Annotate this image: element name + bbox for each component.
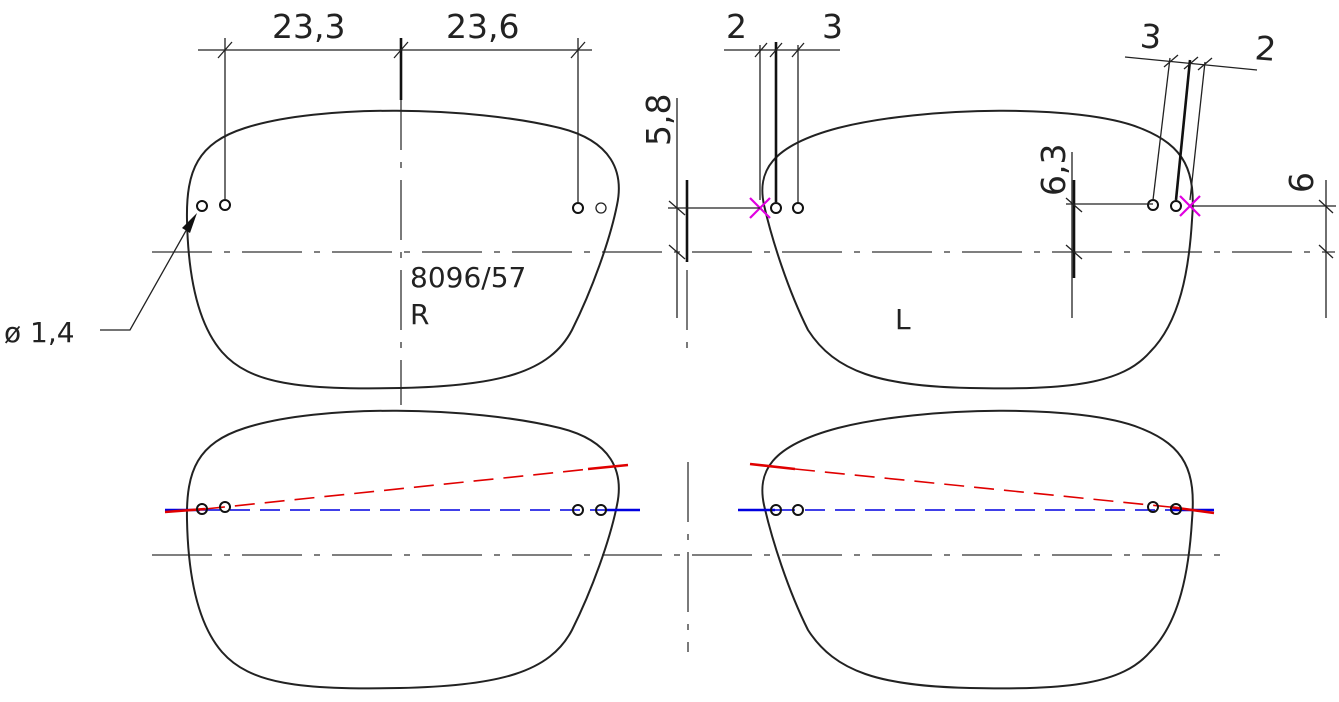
dim-2-temporal: 2	[1253, 28, 1277, 69]
hole-left-nasal-outer	[792, 202, 804, 214]
hole-left-nasal-inner	[770, 202, 782, 214]
dim-23-6: 23,6	[446, 7, 519, 46]
dimension-lines-temporal-height	[1065, 152, 1153, 318]
hole-left-nasal-outer-bottom	[792, 504, 804, 516]
dimension-lines-left-temporal	[1124, 54, 1258, 201]
hole-diameter-leader	[100, 213, 197, 331]
dimension-lines-nasal-height	[668, 98, 760, 318]
model-code-label: 8096/57	[410, 261, 526, 294]
hole-right-temporal-outer	[595, 202, 607, 214]
hole-left-temporal-inner	[1147, 199, 1159, 211]
dim-3-nasal: 3	[822, 7, 843, 46]
dim-2-nasal: 2	[726, 7, 747, 46]
dim-6-3: 6,3	[1034, 144, 1073, 196]
hole-right-temporal-inner-bottom	[572, 504, 584, 516]
hole-left-temporal-inner-bottom	[1147, 501, 1159, 513]
right-side-label: R	[410, 298, 429, 331]
left-side-label: L	[895, 303, 911, 336]
hole-left-nasal-inner-bottom	[770, 504, 782, 516]
hole-right-nasal-inner-bottom	[219, 501, 231, 513]
hole-diameter-label: ø 1,4	[4, 316, 75, 349]
hole-right-temporal-outer-bottom	[595, 504, 607, 516]
dim-3-temporal: 3	[1139, 16, 1163, 57]
hole-left-temporal-outer-bottom	[1170, 503, 1182, 515]
hole-left-temporal-outer	[1170, 200, 1182, 212]
hole-right-nasal-outer	[196, 200, 208, 212]
dim-6-edge: 6	[1282, 172, 1321, 193]
dim-23-3: 23,3	[272, 7, 345, 46]
hole-right-nasal-outer-bottom	[196, 503, 208, 515]
dim-5-8: 5,8	[639, 94, 678, 146]
right-lens-outline-bottom	[185, 409, 620, 690]
left-lens-outline-bottom	[761, 409, 1194, 690]
dimension-lines-edge-height	[1192, 180, 1336, 318]
dimension-lines-right-lens	[198, 38, 592, 203]
hole-right-temporal-inner	[572, 202, 584, 214]
right-lens-outline	[185, 109, 620, 390]
tilted-axis-right	[164, 463, 629, 514]
reference-mark-temporal	[1179, 195, 1201, 217]
left-lens-outline	[761, 109, 1194, 390]
dimension-lines-left-nasal	[724, 42, 840, 202]
hole-right-nasal-inner	[219, 199, 231, 211]
tilted-axis-left	[749, 462, 1215, 515]
